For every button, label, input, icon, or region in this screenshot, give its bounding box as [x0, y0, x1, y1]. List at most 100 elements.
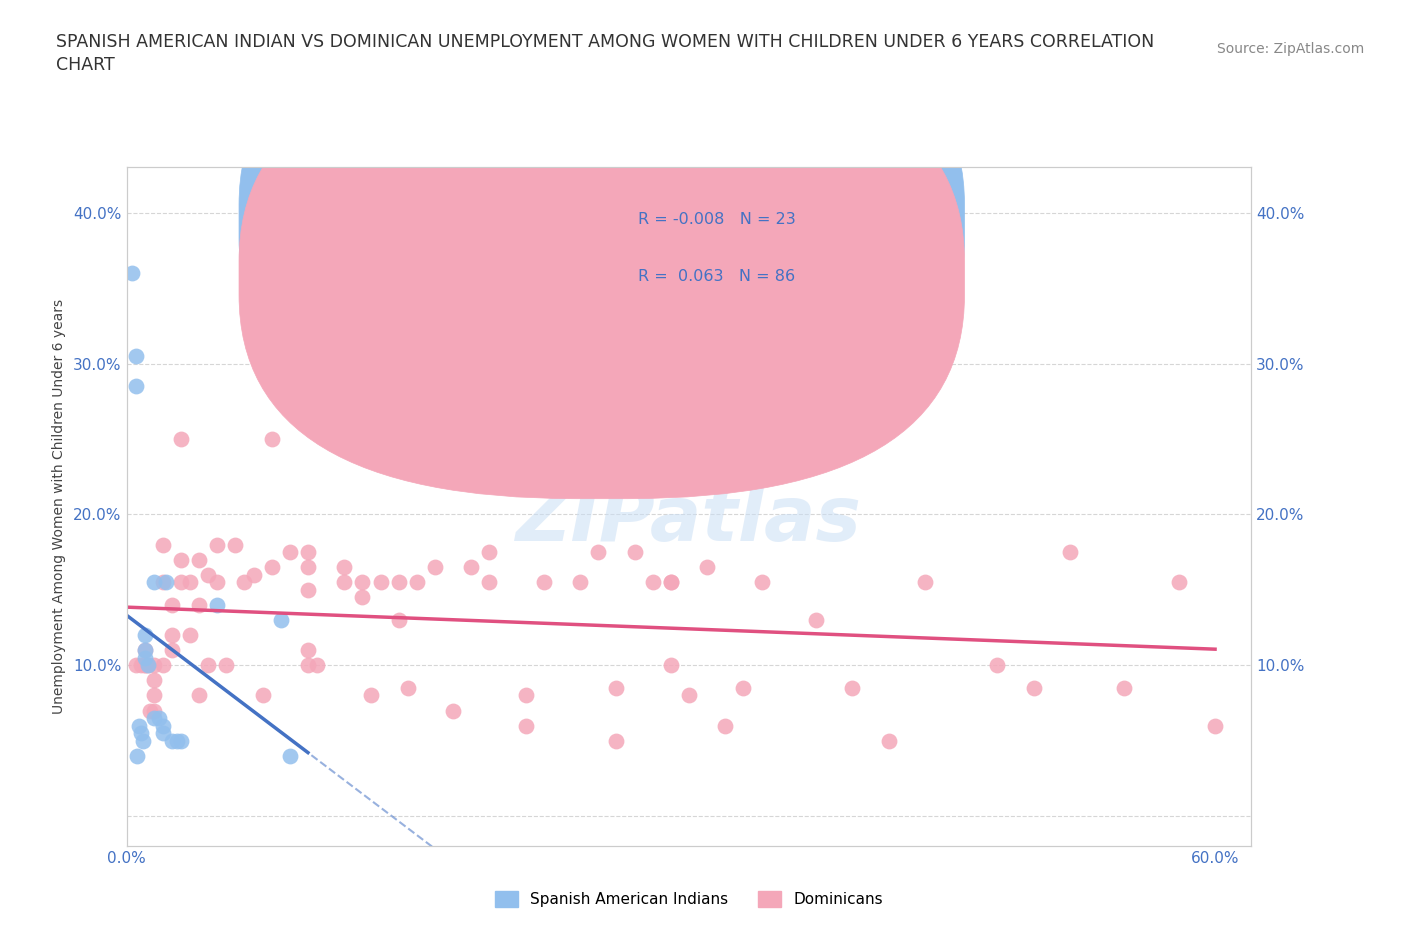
Point: [333, 560, 356, 575]
Point: [605, 733, 627, 748]
Point: [136, 658, 159, 672]
Point: [515, 688, 537, 703]
Point: [242, 567, 264, 582]
Point: [134, 658, 156, 672]
Y-axis label: Unemployment Among Women with Children Under 6 years: Unemployment Among Women with Children U…: [52, 299, 66, 714]
Point: [751, 575, 773, 590]
Point: [278, 545, 301, 560]
Point: [124, 349, 146, 364]
Point: [160, 597, 183, 612]
Point: [170, 733, 193, 748]
Point: [134, 643, 156, 658]
Point: [423, 560, 446, 575]
FancyBboxPatch shape: [239, 1, 965, 443]
Point: [142, 575, 165, 590]
Point: [142, 688, 165, 703]
Point: [623, 545, 645, 560]
Point: [641, 575, 664, 590]
Point: [170, 575, 193, 590]
Point: [659, 658, 682, 672]
Point: [1167, 575, 1189, 590]
Point: [659, 575, 682, 590]
Point: [233, 575, 256, 590]
Point: [124, 379, 146, 393]
Point: [569, 575, 592, 590]
Point: [877, 733, 900, 748]
Point: [152, 658, 174, 672]
Point: [460, 560, 482, 575]
Point: [478, 545, 501, 560]
Point: [297, 658, 319, 672]
Point: [260, 432, 283, 446]
Point: [160, 643, 183, 658]
Point: [197, 658, 219, 672]
Point: [129, 658, 152, 672]
Point: [188, 688, 211, 703]
Text: SPANISH AMERICAN INDIAN VS DOMINICAN UNEMPLOYMENT AMONG WOMEN WITH CHILDREN UNDE: SPANISH AMERICAN INDIAN VS DOMINICAN UNE…: [56, 33, 1154, 50]
Point: [134, 628, 156, 643]
Point: [605, 681, 627, 696]
Point: [160, 733, 183, 748]
Point: [405, 575, 427, 590]
Point: [179, 628, 201, 643]
Point: [197, 567, 219, 582]
Point: [166, 733, 188, 748]
Point: [132, 733, 155, 748]
Point: [1204, 718, 1226, 733]
Point: [659, 575, 682, 590]
Point: [297, 643, 319, 658]
Point: [188, 597, 211, 612]
Point: [152, 725, 174, 740]
Point: [270, 613, 292, 628]
Point: [252, 688, 274, 703]
Point: [134, 650, 156, 665]
Point: [352, 590, 374, 604]
Point: [136, 658, 159, 672]
Text: R =  0.063   N = 86: R = 0.063 N = 86: [638, 269, 796, 284]
Point: [388, 575, 411, 590]
Point: [360, 688, 382, 703]
Point: [170, 552, 193, 567]
Point: [733, 681, 755, 696]
Point: [129, 725, 152, 740]
Point: [207, 575, 229, 590]
Point: [388, 613, 411, 628]
Point: [714, 718, 737, 733]
Point: [188, 552, 211, 567]
Point: [179, 575, 201, 590]
Point: [1114, 681, 1136, 696]
Point: [441, 703, 464, 718]
Point: [841, 681, 863, 696]
Point: [142, 711, 165, 725]
Point: [297, 582, 319, 597]
Point: [914, 575, 936, 590]
Point: [127, 749, 149, 764]
Point: [533, 575, 555, 590]
Point: [804, 613, 827, 628]
Point: [478, 575, 501, 590]
Point: [170, 432, 193, 446]
Point: [142, 673, 165, 688]
Point: [134, 643, 156, 658]
Point: [160, 628, 183, 643]
Point: [1059, 545, 1081, 560]
Point: [352, 575, 374, 590]
Point: [139, 703, 162, 718]
Point: [297, 545, 319, 560]
Point: [333, 575, 356, 590]
Legend: Spanish American Indians, Dominicans: Spanish American Indians, Dominicans: [488, 885, 890, 913]
Point: [152, 538, 174, 552]
Text: ZIPatlas: ZIPatlas: [516, 484, 862, 557]
Point: [152, 575, 174, 590]
Text: CHART: CHART: [56, 56, 115, 73]
Point: [207, 597, 229, 612]
Point: [1022, 681, 1045, 696]
Point: [148, 711, 170, 725]
Point: [134, 658, 156, 672]
Text: R = -0.008   N = 23: R = -0.008 N = 23: [638, 212, 796, 227]
Point: [142, 658, 165, 672]
Point: [315, 356, 337, 371]
Point: [278, 749, 301, 764]
Point: [678, 688, 700, 703]
Point: [696, 560, 718, 575]
